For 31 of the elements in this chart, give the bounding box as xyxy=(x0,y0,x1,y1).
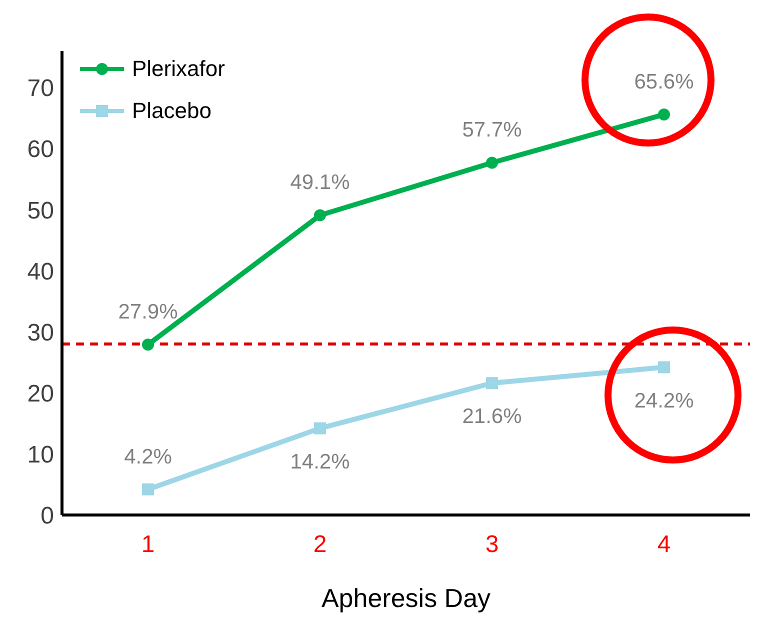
legend-label: Plerixafor xyxy=(132,56,225,82)
data-label: 24.2% xyxy=(634,389,694,412)
data-label: 21.6% xyxy=(462,405,522,428)
y-tick-label: 40 xyxy=(27,258,54,286)
point xyxy=(486,377,498,390)
data-label: 4.2% xyxy=(124,445,172,468)
data-label: 27.9% xyxy=(118,300,178,324)
y-tick-label: 30 xyxy=(27,319,54,346)
y-tick-label: 20 xyxy=(27,380,54,408)
point xyxy=(314,422,326,434)
y-tick-label: 0 xyxy=(40,502,54,530)
legend-label: Placebo xyxy=(132,98,212,124)
x-tick-label: 3 xyxy=(485,531,499,558)
data-label: 57.7% xyxy=(462,118,522,142)
x-tick-label: 2 xyxy=(313,531,327,558)
y-tick-label: 60 xyxy=(27,136,54,164)
y-tick-label: 70 xyxy=(27,75,54,102)
data-label: 14.2% xyxy=(290,450,350,474)
point xyxy=(142,338,154,351)
y-tick-label: 50 xyxy=(27,197,54,224)
data-label: 49.1% xyxy=(290,171,350,194)
x-tick-label: 4 xyxy=(657,531,671,558)
point xyxy=(314,209,326,222)
point xyxy=(142,483,154,496)
y-tick-label: 10 xyxy=(27,441,54,468)
data-label: 65.6% xyxy=(634,70,694,94)
x-tick-label: 1 xyxy=(141,531,155,558)
point xyxy=(658,361,670,374)
point xyxy=(486,156,498,169)
x-axis-title: Apheresis Day xyxy=(321,583,491,613)
point xyxy=(658,108,670,120)
